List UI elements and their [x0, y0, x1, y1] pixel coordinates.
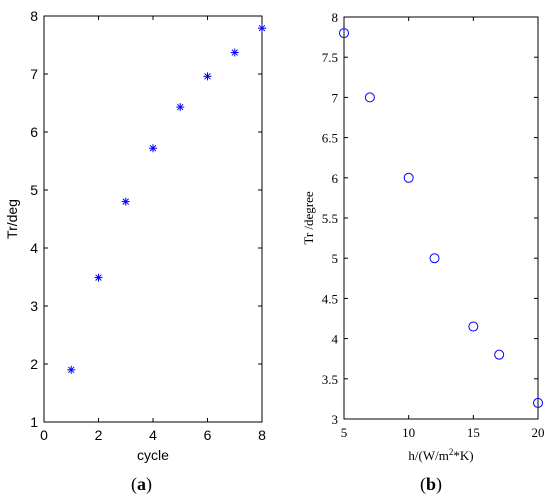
chart-a-plot-frame: [43, 15, 263, 423]
chart-b-y-tick-label: 4: [332, 332, 339, 347]
chart-b-data-point: [364, 92, 375, 103]
chart-b-x-tick-label: 10: [402, 425, 415, 440]
chart-a-y-tick-label: 7: [30, 66, 38, 82]
chart-a-x-tick-label: 6: [204, 427, 212, 443]
chart-a-data-point: [149, 144, 157, 153]
chart-b-ticks: 5 10 15 20 3 3.5 4 4.5 5 5.5 6 6.5 7 7.5 8: [322, 10, 545, 440]
chart-b-y-axis-title: Tr /degree: [301, 191, 316, 245]
chart-b-plot-frame: [343, 16, 539, 420]
chart-a-x-tick-label: 4: [149, 427, 157, 443]
chart-b-points: [339, 28, 543, 408]
chart-a-y-tick-label: 1: [30, 414, 38, 430]
chart-b-data-point: [403, 172, 414, 183]
chart-b-y-tick-label: 7: [332, 90, 339, 105]
chart-b-data-point: [494, 349, 505, 360]
chart-a-data-point: [121, 197, 130, 206]
chart-a-y-tick-label: 3: [30, 298, 38, 314]
chart-a-x-tick-label: 8: [258, 427, 266, 443]
chart-b-x-tick-label: 20: [532, 425, 545, 440]
chart-a-data-point: [230, 48, 239, 57]
chart-a-y-tick-label: 4: [30, 240, 38, 256]
chart-b-x-tick-label: 5: [341, 425, 348, 440]
chart-b-data-point: [429, 253, 440, 264]
chart-a-panel-label: (a): [131, 474, 152, 495]
chart-b-data-point: [339, 28, 349, 39]
chart-a-x-tick-label: 2: [95, 427, 103, 443]
chart-b-y-tick-label: 8: [332, 10, 339, 25]
chart-b-y-tick-label: 7.5: [322, 50, 338, 65]
chart-b-x-axis-title: h/(W/m2*K): [408, 447, 473, 463]
chart-a-ticks: 0 2 4 6 8 1 2 3 4 5 6 7 8: [30, 8, 266, 443]
chart-a-y-tick-label: 2: [30, 356, 38, 372]
chart-a-y-axis-title: Tr/deg: [4, 199, 20, 239]
chart-a-points: [67, 24, 266, 374]
chart-b-y-tick-label: 6: [332, 171, 339, 186]
chart-b-data-point: [533, 397, 543, 408]
chart-a-data-point: [203, 72, 212, 81]
chart-a-y-tick-label: 8: [30, 8, 38, 24]
chart-a-y-tick-label: 6: [30, 124, 38, 140]
chart-a: 0 2 4 6 8 1 2 3 4 5 6 7 8 cycle Tr/deg (a): [4, 8, 266, 495]
chart-b-panel-label: (b): [420, 474, 442, 495]
chart-a-data-point: [176, 103, 185, 112]
chart-b-x-tick-label: 15: [467, 425, 480, 440]
chart-a-y-tick-label: 5: [30, 182, 38, 198]
chart-b-y-tick-label: 6.5: [322, 131, 338, 146]
chart-a-data-point: [258, 24, 266, 33]
chart-b-y-tick-label: 3.5: [322, 372, 338, 387]
chart-a-x-axis-title: cycle: [137, 447, 169, 463]
chart-a-data-point: [94, 273, 103, 282]
chart-b-data-point: [468, 321, 479, 332]
chart-b-y-tick-label: 4.5: [322, 291, 338, 306]
chart-a-data-point: [67, 365, 76, 374]
chart-a-x-tick-label: 0: [40, 427, 48, 443]
chart-b-y-tick-label: 5: [332, 251, 339, 266]
chart-b-y-tick-label: 3: [332, 412, 339, 427]
chart-b-y-tick-label: 5.5: [322, 211, 338, 226]
